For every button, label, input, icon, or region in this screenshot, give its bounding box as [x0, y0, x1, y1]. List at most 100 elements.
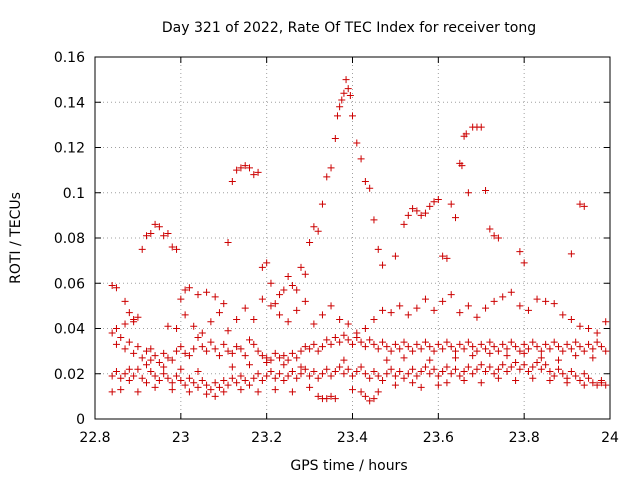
data-point: [494, 234, 502, 242]
data-point: [228, 374, 236, 382]
data-point: [516, 302, 524, 310]
data-point: [168, 379, 176, 387]
data-point: [469, 352, 477, 360]
data-point: [464, 363, 472, 371]
data-point: [473, 365, 481, 373]
data-point: [224, 347, 232, 355]
x-tick-label: 23.8: [509, 430, 540, 446]
data-point: [391, 252, 399, 260]
data-point: [374, 345, 382, 353]
data-point: [383, 370, 391, 378]
data-point: [537, 354, 545, 362]
data-point: [473, 347, 481, 355]
data-point: [203, 381, 211, 389]
data-point: [340, 89, 348, 97]
data-point: [280, 377, 288, 385]
data-point: [147, 356, 155, 364]
data-point: [254, 347, 262, 355]
data-point: [267, 302, 275, 310]
data-point: [349, 340, 356, 348]
data-point: [542, 361, 550, 369]
data-point: [288, 367, 296, 375]
data-point: [177, 365, 185, 373]
data-point: [151, 220, 159, 228]
data-point: [108, 372, 116, 380]
data-point: [469, 370, 477, 378]
data-point: [121, 370, 129, 378]
data-point: [254, 388, 262, 396]
data-point: [507, 338, 515, 346]
data-point: [462, 130, 470, 138]
y-axis: 0 0.02 0.04 0.06 0.08 0.1 0.12 0.14 0.16: [54, 50, 610, 428]
data-point: [572, 372, 580, 380]
data-point: [336, 103, 344, 111]
x-tick-label: 24: [601, 430, 619, 446]
data-point: [490, 343, 498, 351]
data-point: [134, 313, 142, 321]
y-tick-label: 0.06: [54, 276, 85, 292]
data-point: [331, 334, 339, 342]
x-axis: 22.8 23 23.2 23.4 23.6 23.8 24: [79, 57, 619, 446]
data-point: [421, 209, 429, 217]
data-point: [421, 338, 429, 346]
data-point: [413, 207, 421, 215]
data-point: [147, 229, 155, 237]
data-point: [151, 372, 159, 380]
data-point: [177, 343, 185, 351]
data-point: [469, 343, 477, 351]
data-point: [464, 189, 472, 197]
data-point: [447, 343, 455, 351]
data-point: [567, 250, 575, 258]
data-point: [125, 338, 133, 346]
data-point: [194, 334, 202, 342]
data-point: [370, 395, 378, 403]
data-point: [130, 372, 138, 380]
data-point: [490, 232, 498, 240]
data-point: [404, 211, 412, 219]
data-point: [246, 361, 253, 369]
data-point: [306, 345, 314, 353]
data-point: [486, 363, 494, 371]
data-point: [306, 239, 314, 247]
data-point: [318, 311, 326, 319]
data-point: [482, 186, 490, 194]
data-point: [370, 340, 378, 348]
data-point: [404, 370, 412, 378]
data-point: [211, 293, 219, 301]
data-point: [443, 254, 451, 262]
data-point: [237, 386, 245, 394]
data-point: [537, 347, 545, 355]
data-point: [460, 345, 468, 353]
data-point: [567, 315, 575, 323]
data-point: [181, 381, 189, 389]
data-point: [301, 343, 309, 351]
data-point: [267, 356, 275, 364]
x-tick-label: 22.8: [79, 430, 110, 446]
data-point: [284, 372, 292, 380]
data-point: [349, 112, 356, 120]
data-point: [542, 297, 550, 305]
data-point: [391, 340, 399, 348]
data-point: [112, 340, 120, 348]
data-point: [276, 370, 284, 378]
data-point: [597, 343, 605, 351]
data-point: [323, 336, 331, 344]
data-point: [576, 343, 584, 351]
data-point: [520, 349, 528, 357]
data-point: [597, 379, 605, 387]
data-point: [379, 338, 387, 346]
data-point: [254, 370, 262, 378]
data-point: [421, 363, 429, 371]
data-point: [246, 336, 253, 344]
data-point: [374, 245, 382, 253]
data-point: [486, 349, 494, 357]
y-tick-label: 0.16: [54, 50, 85, 66]
data-point: [160, 370, 168, 378]
data-point: [396, 367, 404, 375]
data-point: [108, 282, 116, 290]
data-point: [602, 318, 610, 326]
data-point: [533, 295, 541, 303]
data-point: [297, 370, 305, 378]
data-point: [417, 345, 425, 353]
